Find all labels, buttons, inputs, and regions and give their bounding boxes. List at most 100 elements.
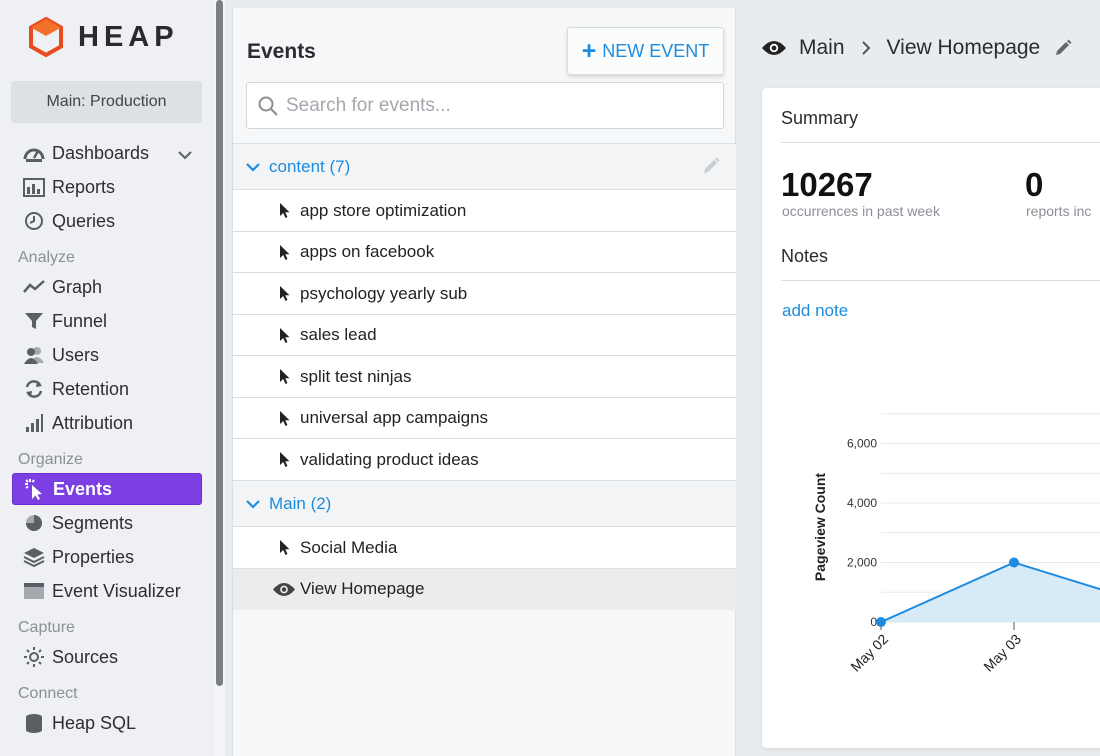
occurrences-label: occurrences in past week <box>782 203 940 219</box>
cursor-icon <box>275 327 295 344</box>
edit-pencil-icon[interactable] <box>1054 39 1072 57</box>
search-input[interactable] <box>286 94 706 117</box>
cursor-icon <box>275 451 295 468</box>
event-row[interactable]: View Homepage <box>233 567 736 610</box>
y-axis-label: Pageview Count <box>812 473 828 581</box>
summary-card: Summary 10267 occurrences in past week 0… <box>762 88 1100 748</box>
sidebar-item-label: Dashboards <box>52 142 150 163</box>
event-row[interactable]: psychology yearly sub <box>233 272 736 314</box>
x-tick-label: May 02 <box>847 631 891 675</box>
breadcrumb: Main View Homepage <box>761 36 1072 60</box>
sidebar-item-reports[interactable]: Reports <box>12 171 202 203</box>
area-fill <box>881 562 1100 622</box>
event-name: View Homepage <box>300 579 425 598</box>
cursor-icon <box>275 368 295 385</box>
sidebar-item-label: Event Visualizer <box>52 580 181 601</box>
reports-value: 0 <box>1025 166 1044 203</box>
event-name: split test ninjas <box>300 366 412 386</box>
occurrences-value: 10267 <box>781 166 873 203</box>
sidebar-item-properties[interactable]: Properties <box>12 541 202 573</box>
window-icon <box>22 579 46 603</box>
sidebar-item-events[interactable]: Events <box>12 473 202 505</box>
sidebar-item-label: Reports <box>52 176 116 197</box>
sidebar-item-label: Events <box>53 478 113 499</box>
add-note-link[interactable]: add note <box>782 301 849 320</box>
heap-logo-icon <box>29 17 63 57</box>
sidebar-item-label: Users <box>52 344 100 365</box>
event-row[interactable]: universal app campaigns <box>233 396 736 439</box>
sidebar-item-graph[interactable]: Graph <box>12 271 202 303</box>
divider <box>781 142 1100 143</box>
new-event-button[interactable]: + NEW EVENT <box>567 27 724 75</box>
x-tick-label: May 03 <box>980 631 1024 675</box>
pie-icon <box>22 511 46 535</box>
event-row[interactable]: app store optimization <box>233 189 736 231</box>
search-icon <box>258 96 278 116</box>
environment-selector[interactable]: Main: Production <box>11 81 202 123</box>
search-box[interactable] <box>246 82 724 129</box>
event-group-header[interactable]: Main (2) <box>233 480 736 526</box>
sidebar-item-label: Sources <box>52 646 119 667</box>
y-tick-label: 0 <box>870 615 877 629</box>
breadcrumb-current: View Homepage <box>886 36 1041 59</box>
sidebar-scrollbar[interactable] <box>214 0 225 756</box>
nav-section-title: Analyze <box>18 249 75 266</box>
clock-icon <box>22 209 46 233</box>
divider <box>781 280 1100 281</box>
brand-name: HEAP <box>78 20 179 53</box>
y-tick-label: 6,000 <box>847 437 877 451</box>
chevron-right-icon <box>861 41 871 55</box>
refresh-icon <box>22 377 46 401</box>
event-name: Social Media <box>300 537 398 557</box>
sidebar-item-attribution[interactable]: Attribution <box>12 407 202 439</box>
data-point <box>876 617 886 627</box>
pageview-chart: 0 2,000 4,000 6,000 Pageview Count May 02 May … <box>812 413 1100 675</box>
breadcrumb-parent[interactable]: Main <box>799 36 845 59</box>
y-tick-label: 4,000 <box>847 496 877 510</box>
event-group-header[interactable]: content (7) <box>233 143 736 189</box>
event-row[interactable]: split test ninjas <box>233 355 736 397</box>
sidebar-item-label: Attribution <box>52 412 134 433</box>
report-icon <box>22 175 46 199</box>
sidebar-item-segments[interactable]: Segments <box>12 507 202 539</box>
sidebar: HEAP Main: Production Dashboards Reports Q… <box>0 0 215 756</box>
sidebar-item-queries[interactable]: Queries <box>12 205 202 237</box>
scrollbar-thumb[interactable] <box>216 0 223 686</box>
chevron-down-icon <box>246 499 260 509</box>
event-group-label: content (7) <box>269 156 351 176</box>
event-row[interactable]: sales lead <box>233 313 736 356</box>
events-title: Events <box>247 40 316 63</box>
chevron-down-icon[interactable] <box>178 144 192 165</box>
edit-pencil-icon[interactable] <box>702 157 720 180</box>
event-name: universal app campaigns <box>300 408 489 427</box>
cursor-icon <box>275 244 295 261</box>
event-name: app store optimization <box>300 200 467 220</box>
bars-icon <box>22 411 46 435</box>
event-row[interactable]: validating product ideas <box>233 438 736 480</box>
nav-section-title: Organize <box>18 451 83 468</box>
plus-icon: + <box>581 36 597 65</box>
funnel-icon <box>22 309 46 333</box>
sidebar-item-heap-sql[interactable]: Heap SQL <box>12 707 202 739</box>
cursor-click-icon <box>23 477 47 501</box>
sidebar-item-event-visualizer[interactable]: Event Visualizer <box>12 575 202 607</box>
sidebar-item-sources[interactable]: Sources <box>12 641 202 673</box>
sidebar-item-dashboards[interactable]: Dashboards <box>12 137 202 169</box>
event-name: psychology yearly sub <box>300 283 468 303</box>
event-name: validating product ideas <box>300 449 479 469</box>
logo[interactable]: HEAP <box>28 17 179 57</box>
sidebar-item-retention[interactable]: Retention <box>12 373 202 405</box>
sidebar-item-label: Retention <box>52 378 130 399</box>
event-name: sales lead <box>300 325 377 344</box>
event-row[interactable]: apps on facebook <box>233 230 736 273</box>
summary-title: Summary <box>781 108 859 128</box>
sidebar-item-users[interactable]: Users <box>12 339 202 371</box>
event-group-label: Main (2) <box>269 493 332 513</box>
sidebar-item-funnel[interactable]: Funnel <box>12 305 202 337</box>
speedometer-icon <box>22 141 46 165</box>
chevron-down-icon <box>246 162 260 172</box>
layers-icon <box>22 545 46 569</box>
new-event-label: NEW EVENT <box>602 40 710 61</box>
event-row[interactable]: Social Media <box>233 526 736 568</box>
sidebar-item-label: Heap SQL <box>52 712 137 733</box>
